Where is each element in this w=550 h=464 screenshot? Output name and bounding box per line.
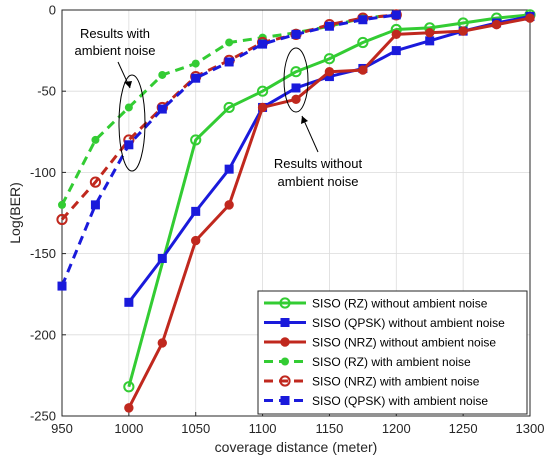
data-point	[391, 46, 401, 56]
data-point	[458, 26, 468, 36]
data-point	[391, 29, 401, 40]
data-point	[357, 36, 369, 49]
data-point	[225, 38, 234, 47]
x-tick-label: 1000	[114, 421, 143, 436]
data-point	[124, 403, 134, 413]
x-tick-label: 1150	[315, 421, 343, 436]
data-point	[323, 53, 336, 65]
data-point	[291, 94, 301, 105]
y-tick-label: -250	[30, 409, 56, 424]
annotation-with-noise-line2: ambient noise	[75, 43, 156, 58]
legend-item[interactable]: SISO (RZ) without ambient noise	[264, 297, 488, 311]
legend-item[interactable]: SISO (QPSK) without ambient noise	[264, 316, 505, 330]
annotations: Results with ambient noise Results without…	[75, 26, 363, 189]
legend-label: SISO (QPSK) without ambient noise	[312, 316, 505, 330]
data-point	[124, 297, 134, 307]
annotation-with-noise-line1: Results with	[80, 26, 150, 41]
legend-marker	[280, 318, 290, 327]
data-point	[57, 281, 67, 291]
data-point	[190, 134, 202, 146]
legend-item[interactable]: SISO (NRZ) without ambient noise	[264, 336, 496, 350]
annotation-without-noise-line1: Results without	[274, 156, 363, 171]
arrowhead-without-noise	[301, 116, 308, 124]
data-point	[58, 200, 66, 209]
plot-frame	[61, 9, 531, 417]
legend-box	[257, 290, 528, 415]
ellipse-with-noise	[118, 74, 146, 172]
data-point	[157, 338, 167, 348]
data-point	[290, 66, 302, 78]
x-tick-label: 1100	[249, 421, 277, 436]
data-point	[223, 101, 235, 114]
legend-item[interactable]: SISO (RZ) with ambient noise	[264, 355, 471, 369]
x-tick-label: 1050	[181, 421, 210, 436]
data-point	[258, 39, 268, 49]
x-tick-label: 1250	[449, 421, 478, 436]
data-point	[191, 206, 201, 216]
data-point	[158, 70, 167, 79]
data-point	[224, 57, 234, 67]
data-point	[256, 85, 269, 97]
data-point	[56, 213, 68, 226]
data-point	[291, 29, 301, 39]
data-point	[324, 21, 334, 31]
arrowhead-with-noise	[124, 81, 132, 88]
data-point	[224, 200, 234, 210]
legend-label: SISO (RZ) without ambient noise	[312, 297, 488, 311]
ellipse-without-noise	[283, 47, 309, 113]
y-tick-label: 0	[49, 3, 56, 18]
data-point	[157, 253, 167, 263]
axis-ticks: 950 1000 1050 1100 1150 1200 1250 1300 0 -50 -100 -…	[30, 3, 544, 437]
legend-label: SISO (NRZ) with ambient noise	[312, 375, 480, 389]
data-point	[358, 15, 368, 25]
data-point	[124, 140, 134, 150]
legend-label: SISO (QPSK) with ambient noise	[312, 394, 488, 408]
data-point	[391, 10, 401, 20]
legend-marker	[279, 297, 291, 309]
y-tick-label: -50	[37, 84, 56, 99]
x-tick-label: 950	[51, 421, 73, 436]
legend-marker	[280, 337, 290, 347]
legend-item[interactable]: SISO (NRZ) with ambient noise	[264, 375, 480, 389]
data-point	[91, 135, 100, 144]
legend-marker	[280, 396, 290, 405]
data-point	[191, 235, 201, 246]
y-tick-label: -100	[30, 165, 56, 180]
legend-label: SISO (NRZ) without ambient noise	[312, 336, 496, 350]
series-6	[57, 10, 401, 291]
x-tick-label: 1200	[382, 421, 411, 436]
series-group	[56, 9, 536, 413]
data-point	[123, 381, 135, 393]
data-point	[224, 164, 234, 174]
data-point	[89, 176, 102, 188]
legend[interactable]: SISO (RZ) without ambient noise SISO (QPS…	[257, 290, 528, 415]
series-1	[123, 9, 536, 393]
data-point	[90, 200, 100, 210]
data-point	[324, 67, 335, 77]
x-axis-label: coverage distance (meter)	[215, 439, 378, 455]
data-point	[358, 65, 368, 75]
data-point	[425, 28, 435, 38]
data-point	[291, 83, 301, 93]
legend-marker	[279, 375, 291, 387]
data-point	[525, 13, 535, 23]
legend-label: SISO (RZ) with ambient noise	[312, 355, 471, 369]
y-tick-label: -150	[30, 246, 56, 261]
y-axis-label: Log(BER)	[7, 182, 23, 243]
data-point	[191, 59, 200, 68]
series-3	[124, 13, 535, 413]
data-point	[157, 104, 167, 114]
data-point	[191, 73, 201, 83]
x-tick-label: 1300	[516, 421, 545, 436]
data-point	[257, 102, 268, 113]
y-tick-label: -200	[30, 327, 56, 342]
data-point	[425, 36, 435, 46]
data-point	[124, 103, 133, 112]
annotation-without-noise-line2: ambient noise	[278, 174, 359, 189]
data-point	[491, 19, 502, 30]
legend-item[interactable]: SISO (QPSK) with ambient noise	[264, 394, 488, 408]
series-line	[127, 13, 531, 388]
legend-marker	[281, 357, 289, 366]
